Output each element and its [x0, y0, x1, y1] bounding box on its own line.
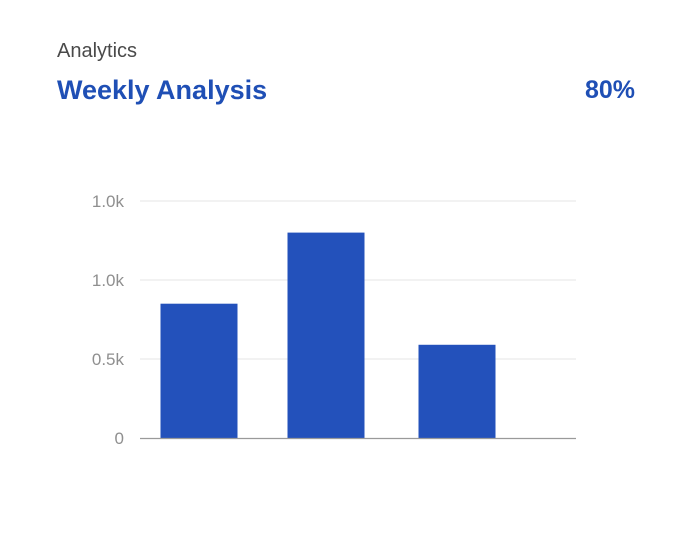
y-tick-label: 1.0k — [92, 192, 125, 211]
y-axis-ticks: 0 0.5k 1.0k 1.0k — [92, 192, 125, 448]
percentage-value: 80% — [584, 76, 635, 104]
y-tick-label: 0 — [115, 429, 124, 448]
bar[interactable] — [287, 232, 365, 438]
card-title: Weekly Analysis — [57, 75, 268, 105]
bar[interactable] — [418, 344, 496, 438]
y-tick-label: 1.0k — [92, 271, 125, 290]
card-subtitle: Analytics — [57, 40, 138, 62]
y-tick-label: 0.5k — [92, 350, 125, 369]
bar[interactable] — [160, 303, 238, 438]
bars — [160, 232, 496, 438]
